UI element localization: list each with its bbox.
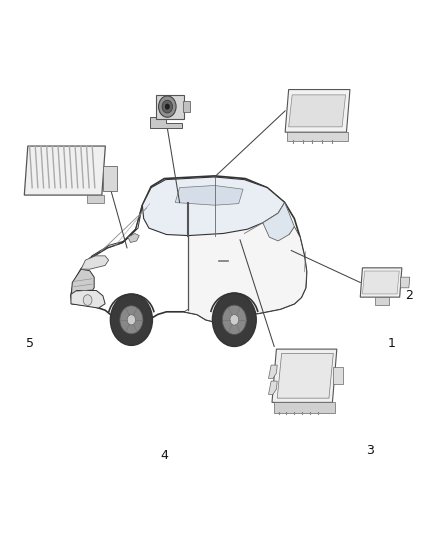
Text: 5: 5 — [26, 337, 34, 350]
Polygon shape — [362, 271, 399, 294]
Polygon shape — [71, 269, 94, 297]
FancyBboxPatch shape — [375, 296, 389, 305]
FancyBboxPatch shape — [333, 367, 343, 384]
Circle shape — [127, 314, 136, 325]
FancyBboxPatch shape — [274, 402, 335, 413]
Circle shape — [110, 294, 152, 345]
FancyBboxPatch shape — [87, 195, 103, 203]
Polygon shape — [71, 290, 105, 308]
Polygon shape — [175, 185, 243, 205]
Text: 3: 3 — [366, 444, 374, 457]
Polygon shape — [263, 203, 294, 241]
Polygon shape — [184, 223, 307, 322]
Polygon shape — [272, 349, 337, 402]
Polygon shape — [81, 256, 109, 269]
Circle shape — [165, 104, 170, 109]
Polygon shape — [142, 177, 285, 236]
Polygon shape — [81, 205, 142, 269]
Circle shape — [83, 295, 92, 305]
Polygon shape — [277, 353, 333, 398]
Circle shape — [162, 100, 173, 113]
FancyBboxPatch shape — [287, 132, 348, 141]
FancyBboxPatch shape — [102, 166, 117, 191]
FancyBboxPatch shape — [183, 101, 190, 112]
Polygon shape — [128, 233, 139, 243]
Circle shape — [120, 306, 143, 334]
Text: 1: 1 — [388, 337, 396, 350]
Polygon shape — [150, 117, 182, 128]
Polygon shape — [360, 268, 402, 297]
Text: 4: 4 — [160, 449, 168, 462]
Polygon shape — [400, 277, 410, 288]
Polygon shape — [24, 146, 105, 195]
Polygon shape — [289, 95, 346, 127]
Polygon shape — [268, 365, 277, 378]
Polygon shape — [71, 176, 307, 322]
Polygon shape — [268, 381, 277, 394]
FancyBboxPatch shape — [156, 95, 184, 119]
Circle shape — [230, 314, 239, 325]
Polygon shape — [285, 90, 350, 132]
Circle shape — [223, 305, 246, 335]
Circle shape — [212, 293, 256, 346]
Text: 2: 2 — [406, 289, 413, 302]
Circle shape — [159, 96, 176, 117]
